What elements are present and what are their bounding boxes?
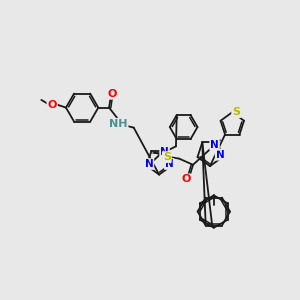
Text: S: S — [232, 107, 240, 117]
Text: N: N — [145, 159, 153, 169]
Text: N: N — [160, 148, 169, 158]
Text: O: O — [182, 174, 191, 184]
Text: N: N — [216, 150, 224, 160]
Text: N: N — [165, 159, 174, 169]
Text: O: O — [107, 89, 117, 99]
Text: NH: NH — [109, 119, 128, 129]
Text: N: N — [210, 140, 219, 150]
Text: S: S — [163, 152, 171, 162]
Text: O: O — [47, 100, 57, 110]
